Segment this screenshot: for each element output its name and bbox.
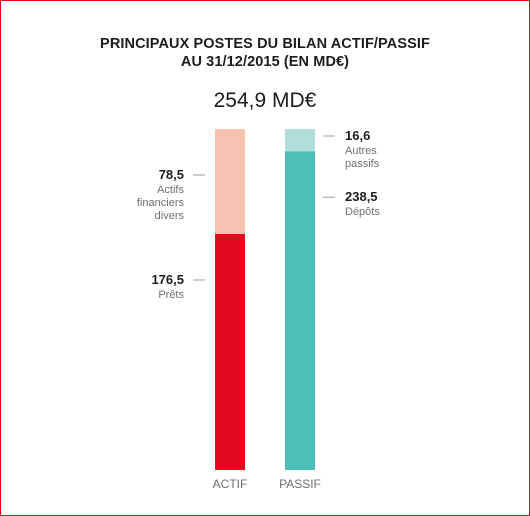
value-label-depots: 238,5 <box>345 189 378 204</box>
segment-label-actifs-financiers-divers: financiers <box>137 197 185 209</box>
category-label-actif: ACTIF <box>213 477 248 491</box>
segment-label-actifs-financiers-divers: Actifs <box>157 184 184 196</box>
bar-segment-depots <box>285 151 315 470</box>
value-label-actifs-financiers-divers: 78,5 <box>159 167 184 182</box>
total-value: 254,9 MD€ <box>213 89 317 112</box>
bar-segment-autres-passifs <box>285 129 315 152</box>
segment-label-autres-passifs: Autres <box>345 145 377 157</box>
segment-label-actifs-financiers-divers: divers <box>155 210 185 222</box>
bar-segment-actifs-financiers-divers <box>215 129 245 234</box>
category-label-passif: PASSIF <box>279 477 321 491</box>
segment-label-depots: Dépôts <box>345 206 380 218</box>
segment-label-prets: Prêts <box>158 289 184 301</box>
chart-title-line1: PRINCIPAUX POSTES DU BILAN ACTIF/PASSIF <box>100 36 430 52</box>
segment-label-autres-passifs: passifs <box>345 158 380 170</box>
value-label-prets: 176,5 <box>151 272 184 287</box>
value-label-autres-passifs: 16,6 <box>345 128 370 143</box>
chart-title-line2: AU 31/12/2015 (EN MD€) <box>180 54 350 70</box>
bar-segment-prets <box>215 233 245 470</box>
